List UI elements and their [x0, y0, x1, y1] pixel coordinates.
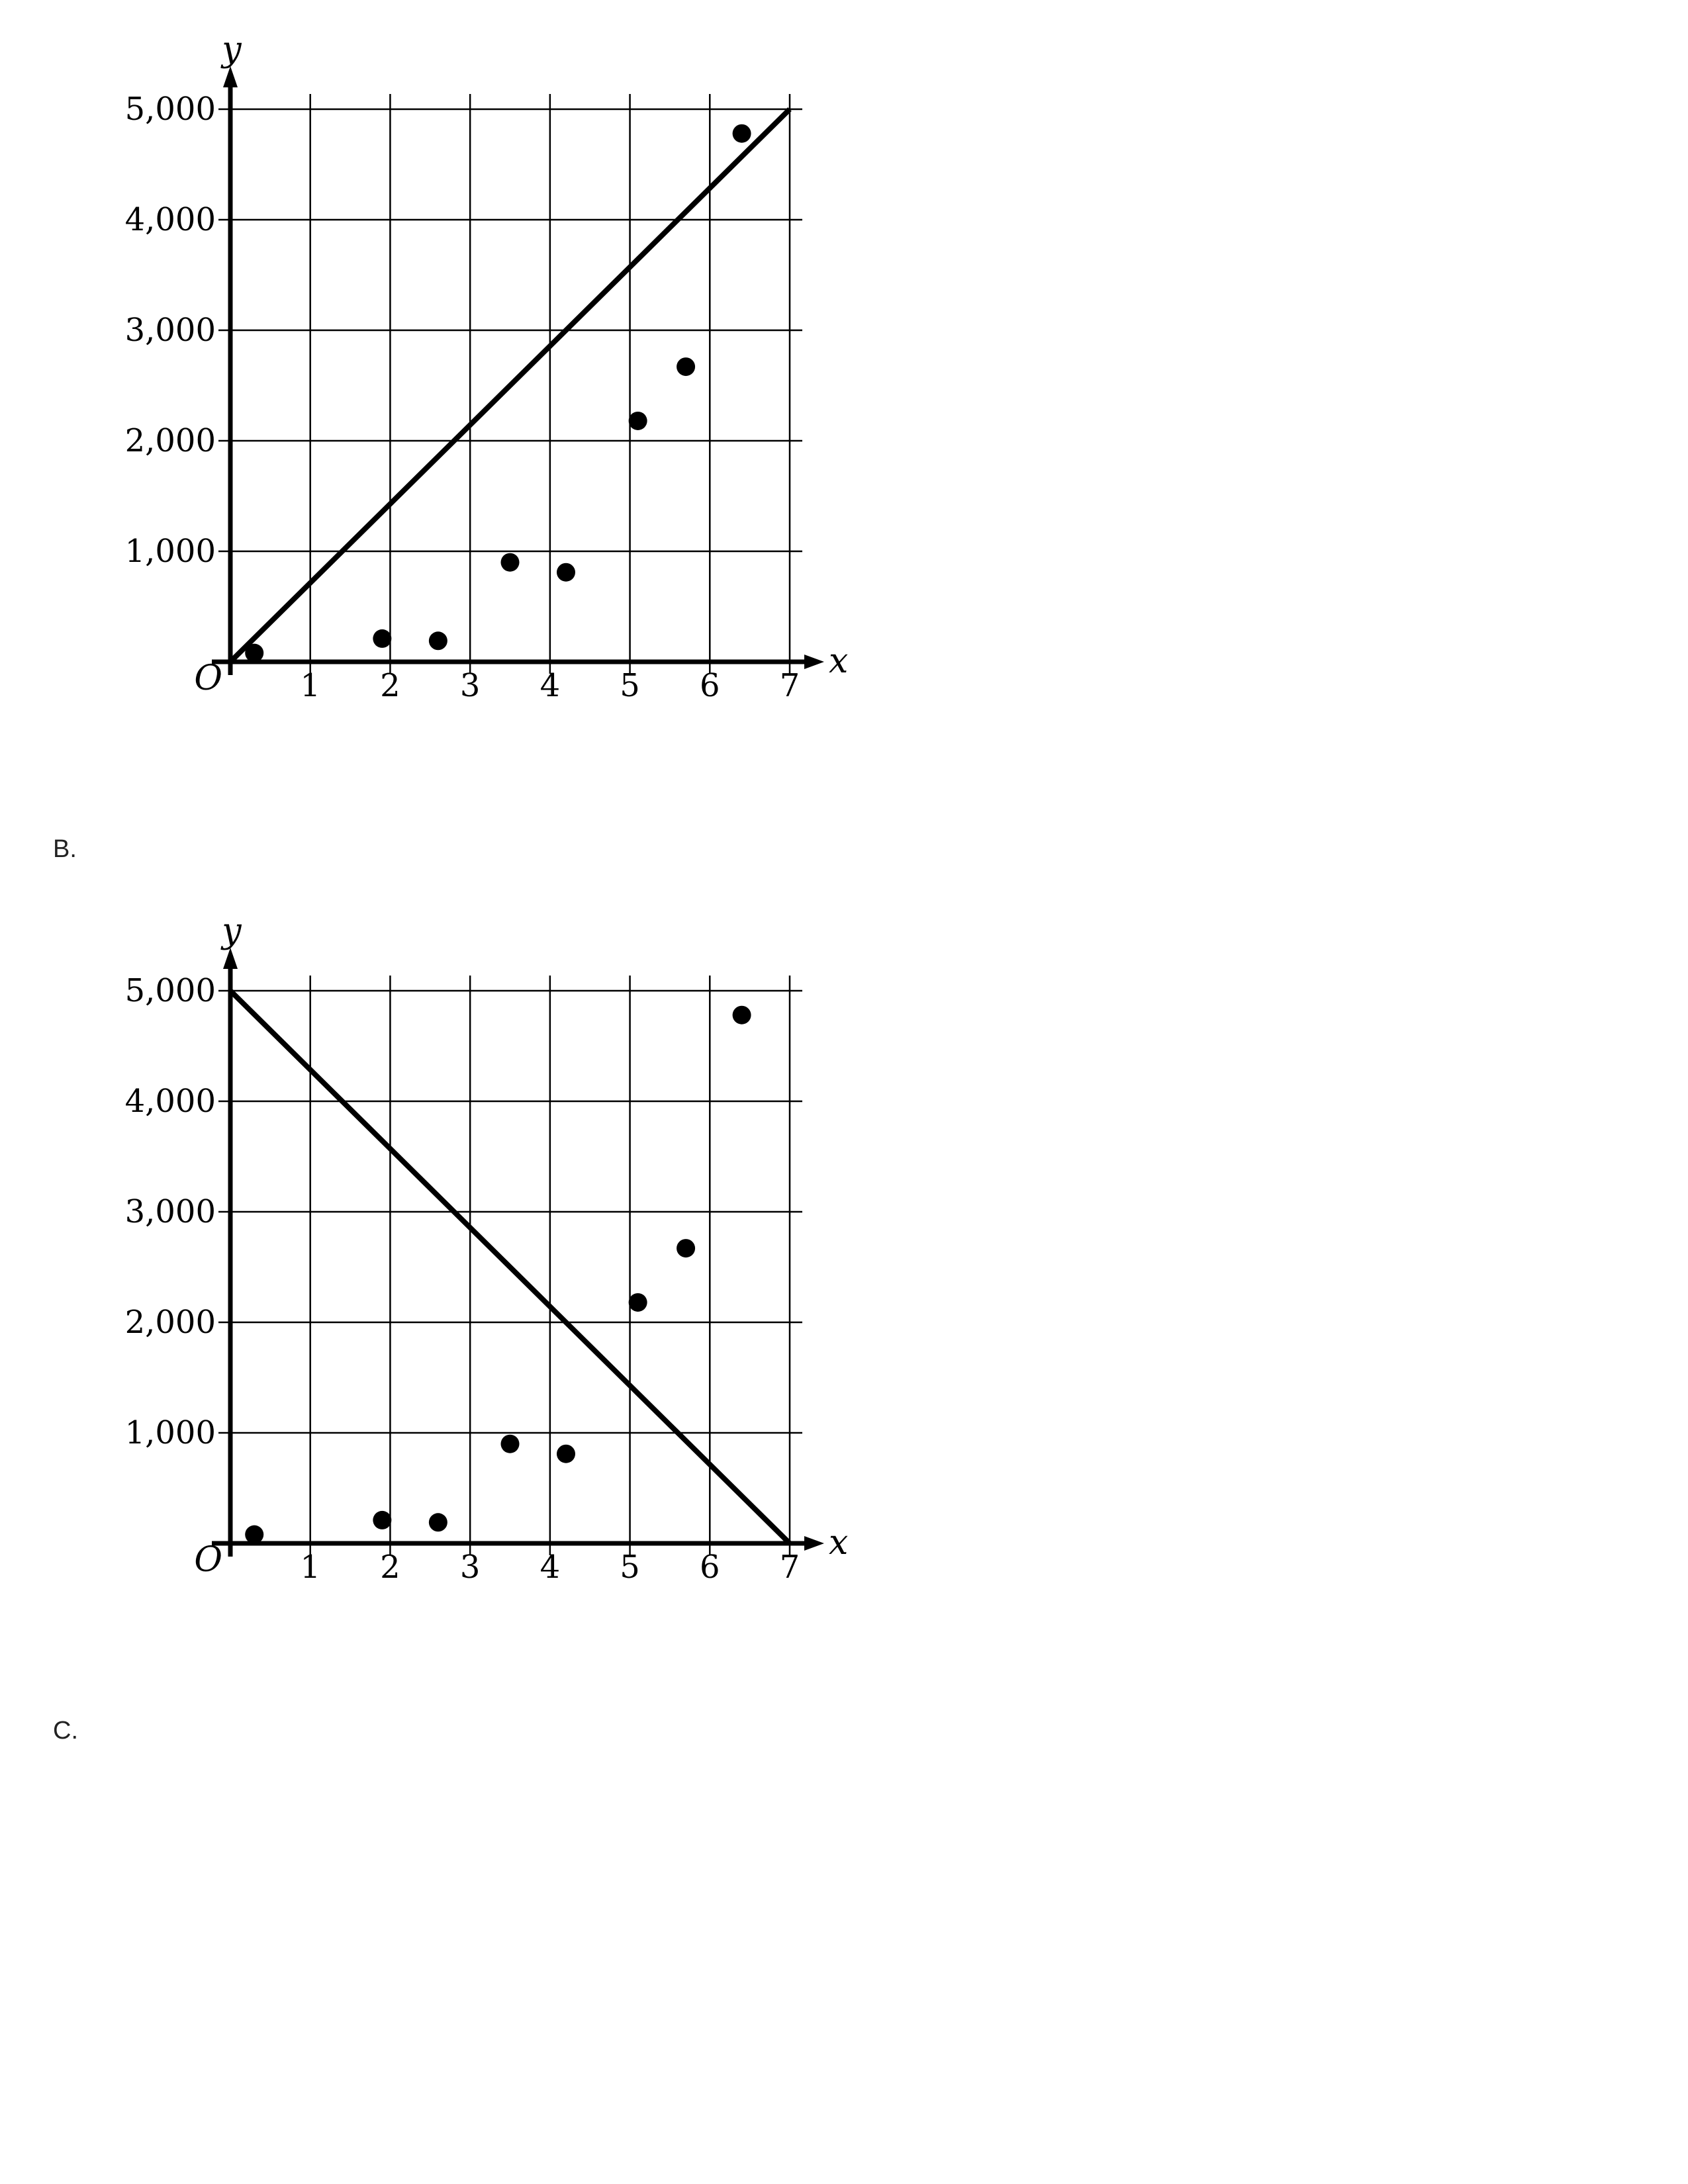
x-tick-label: 7 — [780, 1549, 800, 1586]
x-tick-label: 3 — [460, 1549, 481, 1586]
y-tick-label: 5,000 — [125, 972, 216, 1009]
fit-line — [228, 989, 792, 1545]
data-point — [732, 124, 751, 143]
data-point — [245, 643, 264, 662]
data-point — [500, 1434, 520, 1453]
y-tick-label: 4,000 — [125, 201, 216, 238]
fit-line — [228, 107, 792, 664]
data-point — [373, 629, 392, 648]
chart-b-svg: y x O 1 2 3 4 5 6 7 1,000 2,000 3,000 4,000 5,000 — [125, 911, 849, 1586]
data-point — [428, 1513, 447, 1532]
data-point — [628, 1293, 647, 1312]
option-b-label: B. — [53, 835, 77, 863]
x-tick-label: 1 — [300, 667, 320, 704]
y-tick-label: 1,000 — [125, 1414, 216, 1451]
data-point — [428, 631, 447, 651]
x-tick-label: 4 — [540, 1549, 561, 1586]
data-point — [373, 1510, 392, 1529]
y-tick-label: 3,000 — [125, 1193, 216, 1230]
y-axis-arrow — [223, 66, 238, 87]
data-point — [628, 411, 647, 430]
origin-label: O — [194, 659, 222, 698]
x-axis-label: x — [829, 1523, 848, 1563]
data-point — [732, 1005, 751, 1024]
data-point — [245, 1525, 264, 1544]
y-tick-label: 3,000 — [125, 312, 216, 349]
data-point — [557, 563, 575, 582]
data-point — [557, 1444, 575, 1463]
y-tick-label: 2,000 — [125, 1304, 216, 1341]
y-tick-label: 4,000 — [125, 1083, 216, 1120]
scatter-chart-a: y x O 1 2 3 4 5 6 7 1,000 2,000 3,000 4,000 5,000 — [0, 0, 927, 794]
y-tick-label: 2,000 — [125, 422, 216, 459]
x-tick-label: 2 — [380, 1549, 400, 1586]
y-axis-arrow — [223, 948, 238, 969]
x-tick-label: 4 — [540, 667, 561, 704]
x-tick-label: 7 — [780, 667, 800, 704]
x-tick-label: 3 — [460, 667, 481, 704]
y-axis-label: y — [220, 911, 242, 951]
y-tick-label: 1,000 — [125, 533, 216, 570]
x-tick-label: 1 — [300, 1549, 320, 1586]
data-point — [500, 553, 520, 572]
x-tick-label: 6 — [700, 667, 720, 704]
x-tick-label: 5 — [620, 667, 640, 704]
option-c-label: C. — [53, 1717, 78, 1745]
data-point — [677, 1239, 696, 1258]
x-tick-label: 6 — [700, 1549, 720, 1586]
x-axis-arrow — [804, 1536, 824, 1551]
scatter-chart-b: y x O 1 2 3 4 5 6 7 1,000 2,000 3,000 4,000 5,000 — [0, 882, 927, 1676]
y-tick-label: 5,000 — [125, 91, 216, 128]
x-tick-label: 5 — [620, 1549, 640, 1586]
x-tick-label: 2 — [380, 667, 400, 704]
data-point — [677, 357, 696, 377]
y-axis-label: y — [220, 30, 242, 69]
x-axis-label: x — [829, 641, 848, 681]
x-axis-arrow — [804, 655, 824, 669]
chart-a-svg: y x O 1 2 3 4 5 6 7 1,000 2,000 3,000 4,000 5,000 — [125, 30, 849, 704]
origin-label: O — [194, 1540, 222, 1580]
